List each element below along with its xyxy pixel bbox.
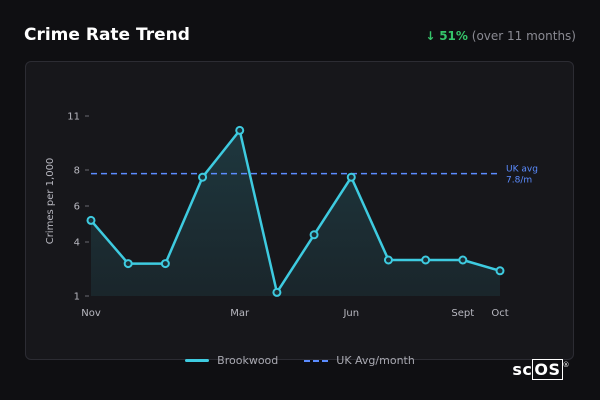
data-point <box>495 266 505 276</box>
legend-swatch-solid <box>185 359 210 362</box>
data-point <box>235 125 245 135</box>
y-tick-label: 4 <box>74 238 80 249</box>
logo-boxed: OS <box>532 359 563 380</box>
legend-item-uk-avg[interactable]: UK Avg/month <box>304 354 415 367</box>
legend: Brookwood UK Avg/month <box>0 354 600 367</box>
x-tick-label: Jun <box>342 308 359 319</box>
data-point <box>458 255 468 265</box>
reference-label-name: UK avg <box>506 165 538 175</box>
legend-label-brookwood: Brookwood <box>217 354 279 367</box>
data-point <box>272 287 282 297</box>
data-point <box>86 215 96 225</box>
scos-logo: sc OS ® <box>512 359 570 380</box>
chart-title: Crime Rate Trend <box>24 25 190 45</box>
data-point <box>309 230 319 240</box>
data-point <box>346 172 356 182</box>
y-tick-label: 8 <box>74 166 80 177</box>
y-tick-label: 6 <box>74 202 80 213</box>
x-tick-label: Nov <box>81 308 101 319</box>
change-percent: 51% <box>439 29 468 43</box>
chart-panel <box>25 61 574 360</box>
y-tick-label: 1 <box>74 292 80 303</box>
legend-swatch-dashed <box>304 359 329 362</box>
x-tick-label: Oct <box>491 308 508 319</box>
change-arrow: ↓ <box>425 29 436 43</box>
change-note: (over 11 months) <box>471 29 576 43</box>
series-line-brookwood <box>90 129 501 294</box>
data-point <box>383 255 393 265</box>
data-point <box>198 172 208 182</box>
series-area <box>91 130 500 296</box>
logo-prefix: sc <box>512 360 533 379</box>
y-axis-title: Crimes per 1,000 <box>45 158 56 245</box>
legend-item-brookwood[interactable]: Brookwood <box>185 354 278 367</box>
x-tick-label: Mar <box>230 308 250 319</box>
change-summary: ↓ 51% (over 11 months) <box>425 29 576 43</box>
legend-label-uk-avg: UK Avg/month <box>336 354 415 367</box>
data-point <box>123 259 133 269</box>
x-tick-label: Sept <box>451 308 474 319</box>
reference-label-value: 7.8/m <box>506 176 532 186</box>
y-tick-label: 11 <box>67 112 80 123</box>
logo-registered-mark: ® <box>562 360 570 369</box>
data-point <box>160 259 170 269</box>
data-point <box>421 255 431 265</box>
